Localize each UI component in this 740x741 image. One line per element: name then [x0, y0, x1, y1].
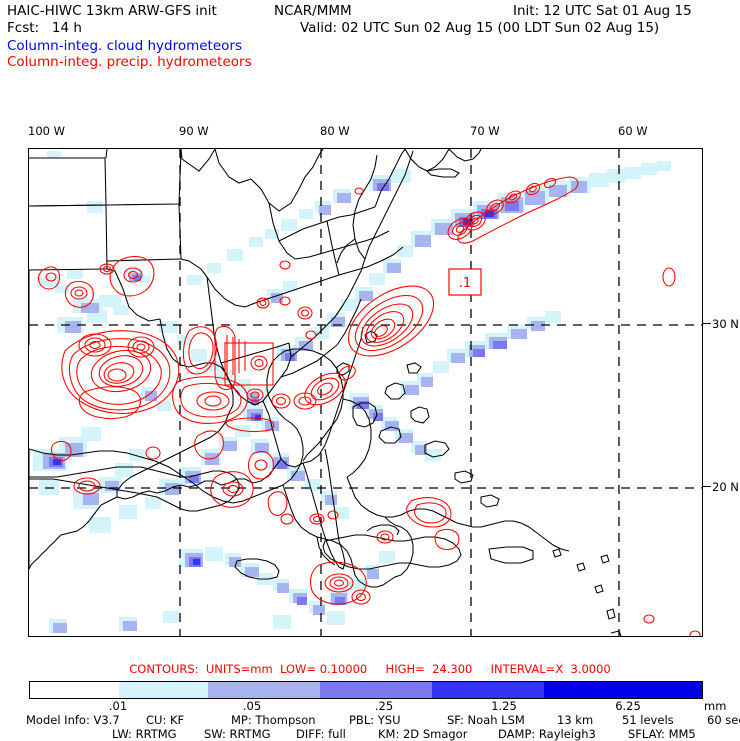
cloud-hydrometeor-shading — [33, 151, 671, 633]
model-info-row-1: Model Info: V3.7 CU: KF MP: Thompson PBL: Y… — [26, 713, 740, 727]
colorbar-segment-5 — [544, 682, 702, 698]
colorbar-segment-4 — [432, 682, 544, 698]
lon-tick-label-90w: 90 W — [179, 124, 209, 138]
lon-tick-label-70w: 70 W — [470, 124, 500, 138]
colorbar-segment-2 — [208, 682, 320, 698]
contour-info-line: CONTOURS: UNITS=mm LOW= 0.10000 HIGH= 24… — [0, 662, 740, 676]
precip-hydrometeor-contours — [38, 176, 701, 636]
model-info-row-2: LW: RRTMG SW: RRTMG DIFF: full KM: 2D Smago… — [112, 727, 718, 741]
contour-info-units: UNITS=mm — [205, 662, 273, 676]
model-info-sw: SW: RRTMG — [204, 727, 271, 741]
model-info-diff: DIFF: full — [296, 727, 346, 741]
valid-time-label: Valid: 02 UTC Sun 02 Aug 15 (00 LDT Sun … — [300, 20, 660, 36]
init-time-label: Init: 12 UTC Sat 01 Aug 15 — [513, 3, 692, 19]
forecast-map-canvas[interactable]: .1 — [28, 148, 703, 637]
lat-tick-label-20n: 20 N — [712, 480, 739, 494]
contour-info-low: LOW= 0.10000 — [279, 662, 368, 676]
colorbar-segment-1 — [119, 682, 208, 698]
model-info-gridsize: 13 km — [557, 713, 594, 727]
lat-tick-mark-30n — [703, 323, 711, 325]
model-info-sflay: SFLAY: MM5 — [628, 727, 696, 741]
contour-label-value: .1 — [459, 276, 471, 291]
colorbar-tick-labels: .01 .05 .25 1.25 6.25 — [0, 699, 740, 715]
contour-info-interval: INTERVAL=X 3.0000 — [490, 662, 611, 676]
colorbar-units-label: mm — [704, 699, 727, 713]
field-label-precip: Column-integ. precip. hydrometeors — [7, 54, 252, 70]
contour-label-box — [448, 268, 482, 296]
colorbar[interactable] — [29, 681, 703, 699]
lat-lon-gridlines — [29, 149, 702, 636]
colorbar-tick-25: .25 — [374, 699, 394, 713]
model-title: HAIC-HIWC 13km ARW-GFS init — [7, 3, 217, 19]
lon-tick-label-80w: 80 W — [320, 124, 350, 138]
model-info-cu: CU: KF — [146, 713, 185, 727]
colorbar-tick-125: 1.25 — [491, 699, 517, 713]
field-label-cloud: Column-integ. cloud hydrometeors — [7, 38, 243, 54]
colorbar-segment-0 — [30, 682, 119, 698]
model-info-levels: 51 levels — [622, 713, 674, 727]
contour-info-high: HIGH= 24.300 — [385, 662, 473, 676]
colorbar-segment-3 — [320, 682, 432, 698]
forecast-hour-label: Fcst: 14 h — [7, 20, 82, 36]
contour-info-label: CONTOURS: — [129, 662, 199, 676]
model-info-pbl: PBL: YSU — [349, 713, 401, 727]
lon-tick-label-60w: 60 W — [618, 124, 648, 138]
model-info-version: Model Info: V3.7 — [26, 713, 120, 727]
model-info-sf: SF: Noah LSM — [447, 713, 525, 727]
model-info-damp: DAMP: Rayleigh3 — [498, 727, 596, 741]
model-info-km: KM: 2D Smagor — [378, 727, 468, 741]
model-info-timestep: 60 sec — [707, 713, 740, 727]
lon-tick-label-100w: 100 W — [28, 124, 65, 138]
lat-tick-mark-20n — [703, 486, 711, 488]
coastlines-and-borders — [29, 149, 622, 636]
model-info-mp: MP: Thompson — [231, 713, 316, 727]
colorbar-tick-01: .01 — [108, 699, 128, 713]
model-info-lw: LW: RRTMG — [112, 727, 177, 741]
colorbar-tick-625: 6.25 — [615, 699, 641, 713]
colorbar-tick-05: .05 — [242, 699, 262, 713]
lat-tick-label-30n: 30 N — [712, 317, 739, 331]
center-label: NCAR/MMM — [274, 3, 352, 19]
